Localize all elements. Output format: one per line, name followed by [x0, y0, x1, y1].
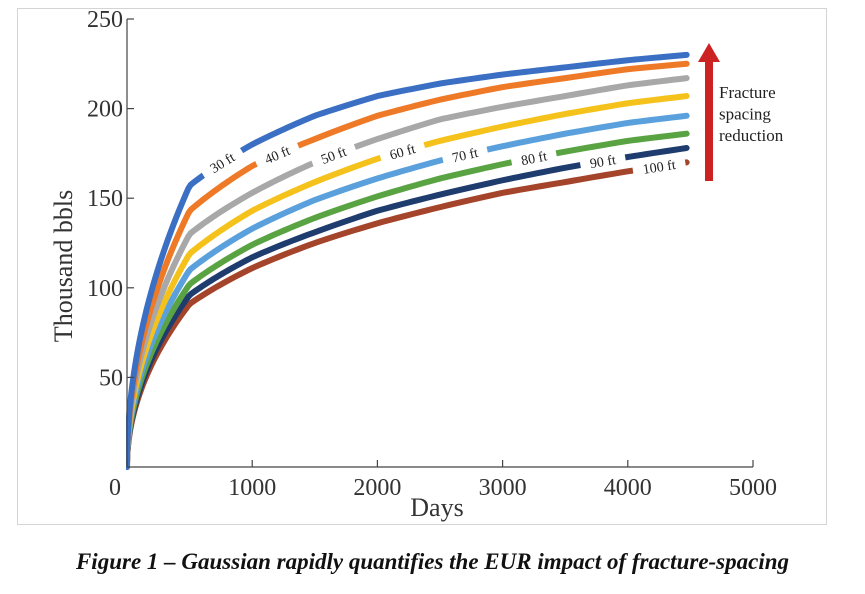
arrow-shaft	[705, 60, 713, 181]
series-label-pad	[440, 139, 490, 170]
series-line-100-ft	[126, 159, 690, 470]
y-tick-label: 200	[87, 97, 123, 123]
annotation-text-line: Fracture	[719, 83, 776, 102]
x-tick-label: 1000	[228, 475, 276, 501]
series-label-group: 100 ft	[631, 152, 687, 181]
series-label-group: 50 ft	[308, 137, 359, 173]
x-tick-label: 3000	[479, 475, 527, 501]
arrow-head-icon	[698, 43, 720, 62]
annotation-text-line: reduction	[719, 126, 784, 145]
series-label-group: 60 ft	[377, 135, 428, 168]
series-label-pad	[631, 152, 687, 181]
series-label-group: 70 ft	[440, 139, 490, 170]
y-tick-label: 150	[87, 186, 123, 212]
y-tick-label: 50	[99, 365, 123, 391]
series-label-pad	[308, 137, 359, 173]
series-label-pad	[578, 147, 627, 175]
series-label-70-ft: 70 ft	[451, 146, 480, 166]
series-label-60-ft: 60 ft	[388, 142, 417, 164]
figure-frame	[17, 8, 827, 525]
x-tick-label: 0	[109, 475, 121, 501]
y-tick-label: 100	[87, 276, 123, 302]
eur-line-chart: 50 100 150 200 250 0 1000 2000 3000 4000 5000 Days T…	[49, 7, 784, 522]
series-label-pad	[252, 136, 303, 173]
series-line-30-ft	[126, 51, 690, 470]
series-label-pad	[509, 143, 559, 173]
series-label-pad	[377, 135, 428, 168]
annotation-text-line: spacing	[719, 105, 771, 124]
series-line-80-ft	[126, 130, 690, 470]
y-axis-title: Thousand bbls	[49, 190, 78, 342]
x-axis-title: Days	[410, 493, 463, 522]
series-label-group: 80 ft	[509, 143, 559, 173]
series-label-pad	[197, 141, 247, 184]
y-tick-label: 250	[87, 7, 123, 33]
x-tick-label: 2000	[353, 475, 401, 501]
series-label-80-ft: 80 ft	[520, 149, 549, 169]
series-label-90-ft: 90 ft	[589, 153, 617, 172]
figure-caption: Figure 1 – Gaussian rapidly quantifies t…	[75, 549, 790, 574]
x-tick-label: 5000	[729, 475, 777, 501]
x-tick-label: 4000	[604, 475, 652, 501]
series-label-group: 90 ft	[578, 147, 627, 175]
series-label-100-ft: 100 ft	[642, 158, 677, 178]
